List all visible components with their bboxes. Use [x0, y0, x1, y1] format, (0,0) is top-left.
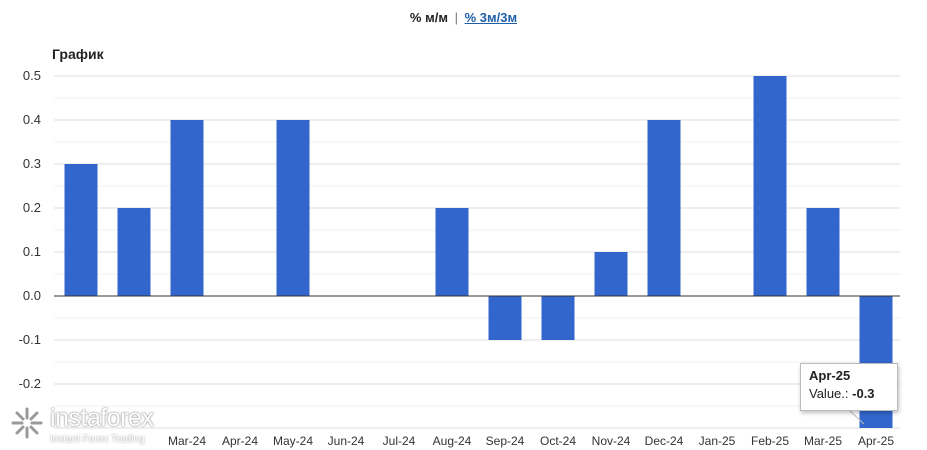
x-tick-label: May-24 — [273, 434, 313, 448]
bar-Dec-24[interactable] — [647, 120, 681, 296]
watermark-name: instaforex — [50, 404, 154, 432]
bar-May-24[interactable] — [276, 120, 310, 296]
y-tick-label: 0.1 — [23, 244, 41, 259]
x-tick-label: Jan-25 — [699, 434, 736, 448]
x-tick-label: Apr-24 — [222, 434, 258, 448]
bar-Aug-24[interactable] — [435, 208, 469, 296]
x-tick-label: Sep-24 — [486, 434, 525, 448]
y-tick-label: 0.0 — [23, 288, 41, 303]
x-tick-label: Feb-25 — [751, 434, 789, 448]
tooltip-value: -0.3 — [852, 386, 875, 401]
instaforex-watermark: instaforex Instant Forex Trading — [10, 404, 185, 445]
chart-tooltip: Apr-25 Value.: -0.3 — [800, 363, 898, 411]
tooltip-title: Apr-25 — [809, 368, 851, 383]
x-tick-label: Mar-24 — [168, 434, 206, 448]
y-tick-label: -0.2 — [19, 376, 41, 391]
x-tick-label: Apr-25 — [858, 434, 894, 448]
tooltip-label: Value.: — [809, 386, 849, 401]
toggle-mom[interactable]: % м/м — [409, 10, 448, 25]
bar-Feb-24[interactable] — [117, 208, 151, 296]
x-tick-label: Jun-24 — [328, 434, 365, 448]
x-tick-label: Mar-25 — [804, 434, 842, 448]
y-tick-label: 0.4 — [23, 112, 41, 127]
toggle-separator: | — [454, 10, 458, 25]
instaforex-logo-icon — [11, 407, 43, 439]
view-toggle: % м/м | % 3м/3м — [0, 10, 927, 25]
y-tick-label: -0.1 — [19, 332, 41, 347]
y-tick-label: 0.3 — [23, 156, 41, 171]
y-tick-label: 0.2 — [23, 200, 41, 215]
bar-Feb-25[interactable] — [753, 76, 787, 296]
chart-title: График — [52, 46, 104, 62]
x-tick-label: Dec-24 — [645, 434, 684, 448]
bar-Sep-24[interactable] — [488, 296, 522, 340]
toggle-3m3m-link[interactable]: % 3м/3м — [464, 10, 518, 25]
bar-Mar-24[interactable] — [170, 120, 204, 296]
x-tick-label: Jul-24 — [383, 434, 416, 448]
tooltip-pointer — [849, 410, 865, 425]
x-tick-label: Oct-24 — [540, 434, 576, 448]
x-tick-label: Aug-24 — [433, 434, 472, 448]
y-tick-label: 0.5 — [23, 68, 41, 83]
x-tick-label: Nov-24 — [592, 434, 631, 448]
bar-Nov-24[interactable] — [594, 252, 628, 296]
bar-Mar-25[interactable] — [806, 208, 840, 296]
bar-Oct-24[interactable] — [541, 296, 575, 340]
watermark-subtitle: Instant Forex Trading — [50, 434, 145, 445]
bar-Jan-24[interactable] — [64, 164, 98, 296]
